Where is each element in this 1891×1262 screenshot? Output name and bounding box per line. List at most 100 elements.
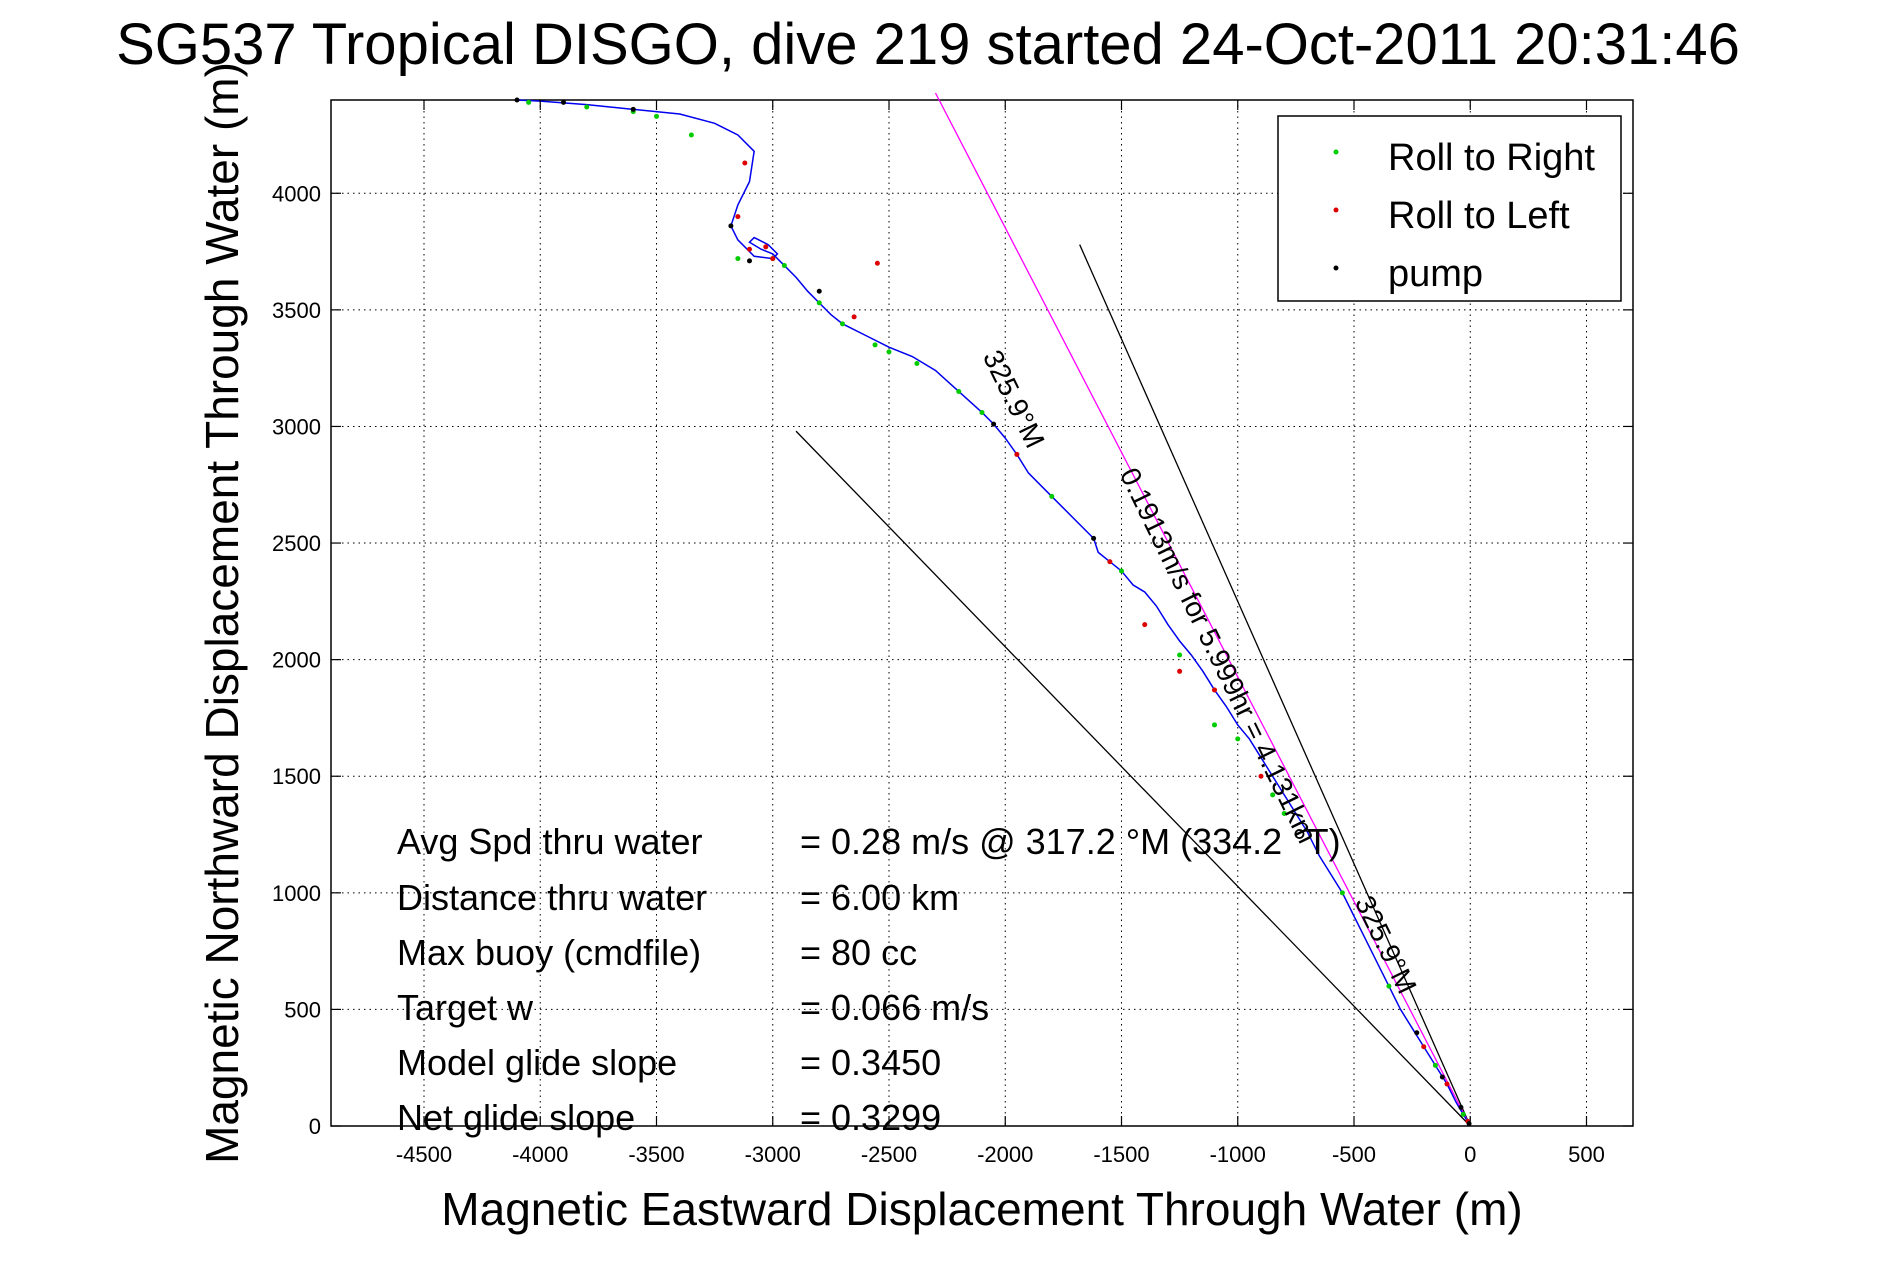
tick-labels: -4500 -4000 -3500 -3000 -2500 -2000 -1500 -1000…: [272, 100, 1633, 1167]
roll-left-marker: [1107, 559, 1113, 565]
stat-value: = 0.28 m/s @ 317.2 °M (334.2 °T): [800, 821, 1341, 862]
stat-value: = 0.3450: [800, 1042, 941, 1083]
stat-label: Target w: [397, 987, 534, 1028]
legend: Roll to Right Roll to Left pump: [1277, 115, 1622, 302]
roll-right-marker: [956, 388, 962, 394]
roll-left-marker: [763, 244, 769, 250]
roll-right-marker: [816, 300, 822, 306]
roll-right-marker: [914, 360, 920, 366]
x-tick-label: -1500: [1093, 1142, 1149, 1167]
x-tick-label: 0: [1464, 1142, 1476, 1167]
roll-right-marker: [886, 349, 892, 355]
y-tick-label: 1500: [272, 764, 321, 789]
pump-marker: [630, 106, 636, 112]
roll-left-marker: [1444, 1081, 1450, 1087]
y-tick-label: 4000: [272, 181, 321, 206]
heading-reference-line: [1079, 244, 1471, 1127]
roll-right-marker: [688, 132, 694, 138]
stat-value: = 80 cc: [800, 932, 917, 973]
pump-marker: [1458, 1104, 1464, 1110]
pump-marker: [816, 288, 822, 294]
reference-lines: [795, 92, 1471, 1127]
y-tick-label: 0: [309, 1114, 321, 1139]
pump-marker: [728, 223, 734, 229]
roll-right-marker: [1460, 1111, 1466, 1117]
roll-right-marker: [781, 263, 787, 269]
x-tick-label: 500: [1568, 1142, 1605, 1167]
y-tick-label: 2000: [272, 648, 321, 673]
roll-right-marker: [1339, 890, 1345, 896]
roll-left-marker: [735, 214, 741, 220]
stat-label: Avg Spd thru water: [397, 821, 703, 862]
legend-label-roll-right: Roll to Right: [1388, 137, 1595, 179]
roll-right-marker: [1049, 493, 1055, 499]
x-tick-label: -1000: [1210, 1142, 1266, 1167]
pump-marker: [1414, 1030, 1420, 1036]
roll-left-marker: [1177, 668, 1183, 674]
roll-left-marker: [874, 260, 880, 266]
y-tick-label: 3500: [272, 298, 321, 323]
legend-marker-pump: [1333, 265, 1339, 271]
roll-right-marker: [1235, 736, 1241, 742]
dive-track-line: [516, 99, 1471, 1127]
roll-right-marker: [735, 256, 741, 262]
y-tick-label: 2500: [272, 531, 321, 556]
stat-value: = 0.3299: [800, 1097, 941, 1138]
roll-right-marker: [1281, 811, 1287, 817]
y-axis-label: Magnetic Northward Displacement Through …: [196, 62, 248, 1164]
chart-title: SG537 Tropical DISGO, dive 219 started 2…: [116, 12, 1740, 77]
roll-right-marker: [1212, 722, 1217, 728]
stat-label: Net glide slope: [397, 1097, 635, 1138]
legend-label-roll-left: Roll to Left: [1388, 195, 1570, 237]
roll-left-marker: [1421, 1044, 1427, 1050]
legend-label-pump: pump: [1388, 253, 1483, 295]
roll-right-marker: [584, 104, 590, 110]
track-layer: [516, 99, 1471, 1127]
marker-layer: [514, 97, 1472, 1127]
legend-marker-roll-right: [1333, 149, 1339, 155]
x-tick-label: -2500: [861, 1142, 917, 1167]
y-tick-label: 3000: [272, 414, 321, 439]
legend-marker-roll-left: [1333, 207, 1339, 213]
roll-left-marker: [1212, 687, 1217, 693]
x-tick-label: -500: [1332, 1142, 1376, 1167]
error-reference-line: [795, 430, 1471, 1127]
y-tick-label: 1000: [272, 881, 321, 906]
roll-right-marker: [1432, 1062, 1438, 1068]
stat-label: Distance thru water: [397, 877, 707, 918]
x-tick-label: -3000: [745, 1142, 801, 1167]
stats-block: Avg Spd thru water = 0.28 m/s @ 317.2 °M…: [397, 821, 1341, 1138]
stat-value: = 6.00 km: [800, 877, 959, 918]
roll-right-marker: [840, 321, 845, 327]
x-tick-label: -2000: [977, 1142, 1033, 1167]
roll-right-marker: [1177, 652, 1183, 658]
roll-right-marker: [1119, 568, 1124, 574]
roll-left-marker: [851, 314, 857, 320]
roll-left-marker: [1142, 622, 1148, 628]
roll-right-marker: [1270, 792, 1276, 798]
pump-marker: [1091, 535, 1097, 541]
stat-label: Max buoy (cmdfile): [397, 932, 701, 973]
pump-marker: [561, 99, 566, 105]
roll-right-marker: [872, 342, 878, 348]
x-tick-label: -3500: [628, 1142, 684, 1167]
roll-left-marker: [1014, 451, 1020, 457]
roll-right-marker: [979, 409, 985, 415]
roll-right-marker: [526, 99, 532, 105]
pump-marker: [514, 97, 520, 103]
roll-right-marker: [1386, 983, 1392, 989]
pump-marker: [747, 258, 752, 264]
y-tick-label: 500: [284, 997, 321, 1022]
roll-left-marker: [770, 256, 776, 262]
pump-marker: [1439, 1074, 1445, 1080]
course-reference-line: [934, 92, 1471, 1127]
roll-right-marker: [654, 113, 659, 119]
roll-left-marker: [747, 246, 752, 252]
x-tick-label: -4500: [396, 1142, 452, 1167]
stat-label: Model glide slope: [397, 1042, 677, 1083]
pump-marker: [991, 421, 997, 427]
x-axis-label: Magnetic Eastward Displacement Through W…: [441, 1183, 1522, 1235]
stat-value: = 0.066 m/s: [800, 987, 989, 1028]
roll-left-marker: [1258, 773, 1264, 779]
